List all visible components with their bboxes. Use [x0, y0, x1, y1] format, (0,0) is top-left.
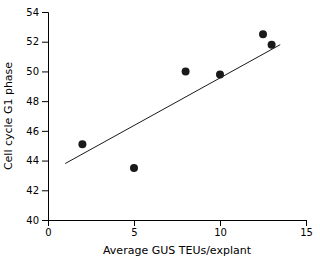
plot: 0 5 10 15 40 42 44 46 48 50 52 54	[26, 7, 313, 238]
chart: 0 5 10 15 40 42 44 46 48 50 52 54 Average GUS TEUs/e…	[0, 0, 320, 260]
y-tick: 44	[26, 155, 48, 166]
y-tick: 42	[26, 185, 48, 196]
y-tick-mark	[42, 131, 48, 132]
y-tick-mark	[42, 101, 48, 102]
x-axis: 0 5 10 15	[45, 220, 313, 238]
x-tick-label: 5	[131, 227, 137, 238]
y-tick-mark	[42, 71, 48, 72]
point	[130, 164, 138, 172]
y-tick-mark	[42, 220, 48, 221]
marks	[65, 30, 280, 172]
x-axis-line	[49, 221, 307, 227]
y-tick-label: 54	[26, 7, 39, 18]
y-tick: 50	[26, 66, 48, 77]
y-tick: 46	[26, 126, 48, 137]
x-tick: 5	[131, 220, 137, 238]
point	[216, 70, 224, 78]
y-tick-label: 52	[26, 36, 39, 47]
x-tick-mark	[220, 220, 221, 226]
x-tick-mark	[134, 220, 135, 226]
y-tick-label: 48	[26, 96, 39, 107]
y-tick-mark	[42, 12, 48, 13]
trend-line	[65, 45, 280, 164]
x-tick: 15	[300, 220, 313, 238]
y-tick-label: 50	[26, 66, 39, 77]
x-tick-label: 0	[45, 227, 51, 238]
y-tick: 48	[26, 96, 48, 107]
y-axis-title: Cell cycle G1 phase	[2, 62, 15, 170]
point	[259, 30, 267, 38]
x-tick-label: 15	[300, 227, 313, 238]
y-tick-label: 46	[26, 126, 39, 137]
y-tick: 40	[26, 215, 48, 226]
y-tick: 54	[26, 7, 48, 18]
x-tick: 0	[45, 220, 51, 238]
y-tick: 52	[26, 36, 48, 47]
y-tick-mark	[42, 42, 48, 43]
y-tick-mark	[42, 161, 48, 162]
y-axis-line	[42, 13, 49, 221]
x-tick-label: 10	[214, 227, 227, 238]
point	[182, 67, 190, 75]
y-tick-mark	[42, 190, 48, 191]
x-tick: 10	[214, 220, 227, 238]
y-tick-label: 42	[26, 185, 39, 196]
point	[78, 140, 86, 148]
x-axis-title: Average GUS TEUs/explant	[103, 244, 252, 257]
y-axis: 40 42 44 46 48 50 52 54	[26, 7, 48, 226]
y-tick-label: 44	[26, 155, 39, 166]
x-tick-mark	[306, 220, 307, 226]
point	[268, 41, 276, 49]
y-tick-label: 40	[26, 215, 39, 226]
